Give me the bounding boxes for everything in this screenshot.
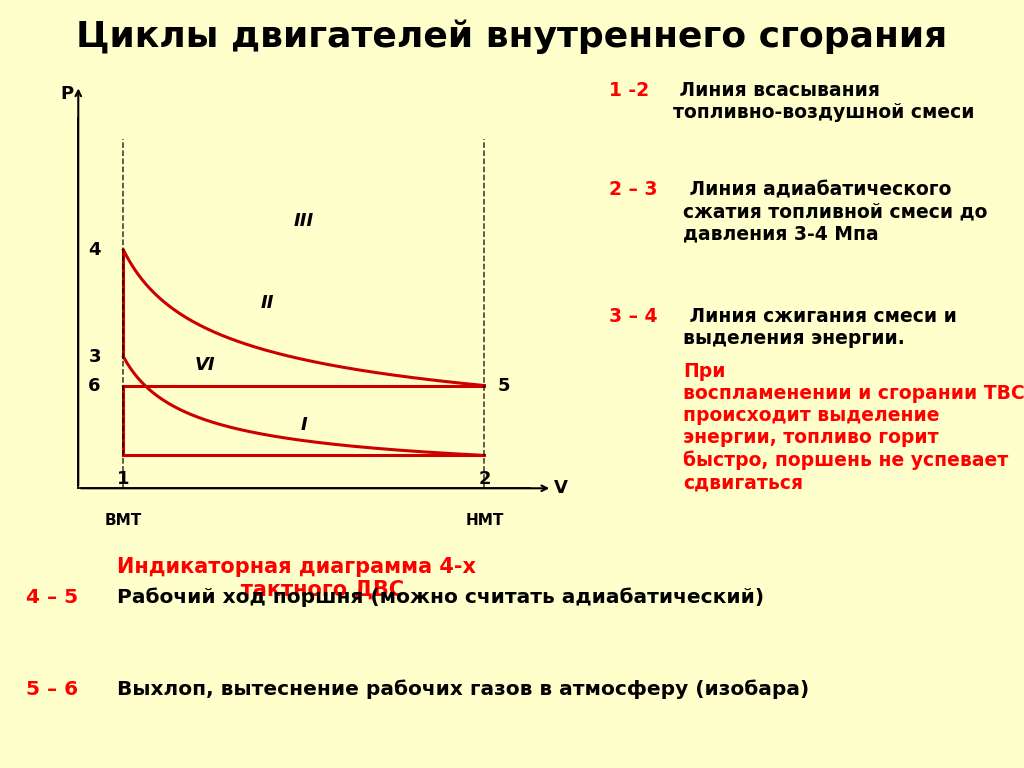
Text: Линия сжигания смеси и
выделения энергии.: Линия сжигания смеси и выделения энергии… [683,307,956,348]
Text: 1 -2: 1 -2 [609,81,649,100]
Text: ВМТ: ВМТ [104,513,142,528]
Text: 2 – 3: 2 – 3 [609,180,657,200]
Text: 3 – 4: 3 – 4 [609,307,657,326]
Text: 6: 6 [88,376,100,395]
Text: Линия всасывания
топливно-воздушной смеси: Линия всасывания топливно-воздушной смес… [673,81,974,121]
Text: 4: 4 [88,241,100,259]
Text: III: III [294,212,314,230]
Text: VI: VI [195,356,215,374]
Text: 4 – 5: 4 – 5 [26,588,78,607]
Text: II: II [261,294,274,313]
Text: 5: 5 [498,376,510,395]
Text: Рабочий ход поршня (можно считать адиабатический): Рабочий ход поршня (можно считать адиаба… [110,588,764,607]
Text: Индикаторная диаграмма 4-х
       тактного ДВС: Индикаторная диаграмма 4-х тактного ДВС [118,557,476,600]
Text: P: P [60,84,74,103]
Text: Линия адиабатического
сжатия топливной смеси до
давления 3-4 Мпа: Линия адиабатического сжатия топливной с… [683,180,987,243]
Text: I: I [300,415,307,434]
Text: При
воспламенении и сгорании ТВС
происходит выделение
энергии, топливо горит
быс: При воспламенении и сгорании ТВС происхо… [683,362,1024,492]
Text: 1: 1 [117,470,130,488]
Text: НМТ: НМТ [465,513,504,528]
Text: Циклы двигателей внутреннего сгорания: Циклы двигателей внутреннего сгорания [77,19,947,54]
Text: V: V [554,479,568,498]
Text: 3: 3 [88,348,100,366]
Text: 2: 2 [478,470,490,488]
Text: Выхлоп, вытеснение рабочих газов в атмосферу (изобара): Выхлоп, вытеснение рабочих газов в атмос… [110,680,809,699]
Text: 5 – 6: 5 – 6 [26,680,78,699]
